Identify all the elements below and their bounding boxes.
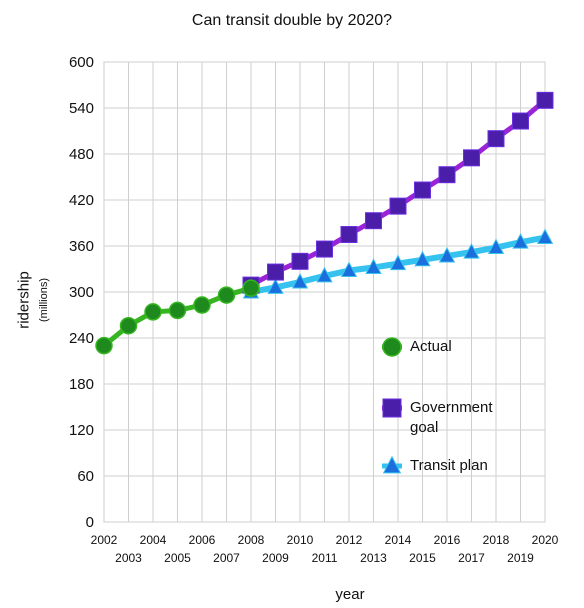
data-point-actual bbox=[217, 286, 236, 304]
data-point-actual bbox=[168, 301, 187, 320]
x-tick-label: 2019 bbox=[507, 551, 534, 565]
data-point-transit-plan bbox=[316, 266, 333, 283]
legend-marker-transit-plan bbox=[382, 455, 402, 474]
data-point-actual bbox=[193, 296, 211, 314]
x-tick-label: 2014 bbox=[385, 533, 412, 547]
legend-marker-government-goal bbox=[382, 398, 402, 418]
y-tick-label: 360 bbox=[69, 238, 94, 255]
y-tick-label: 0 bbox=[86, 514, 94, 531]
x-tick-label: 2004 bbox=[140, 533, 167, 547]
data-point-transit-plan bbox=[438, 246, 456, 263]
data-point-government-goal bbox=[316, 240, 333, 258]
x-tick-label: 2006 bbox=[189, 533, 216, 547]
x-tick-label: 2009 bbox=[262, 551, 289, 565]
data-point-transit-plan bbox=[414, 250, 431, 267]
data-point-government-goal bbox=[438, 166, 456, 184]
x-tick-label: 2011 bbox=[312, 551, 338, 565]
x-tick-label: 2003 bbox=[115, 551, 142, 565]
data-point-actual bbox=[242, 279, 260, 297]
data-point-transit-plan bbox=[487, 238, 505, 255]
data-point-government-goal bbox=[463, 149, 480, 167]
x-tick-label: 2005 bbox=[164, 551, 191, 565]
legend-label-actual: Actual bbox=[410, 338, 452, 355]
x-axis-label: year bbox=[335, 586, 365, 603]
data-point-government-goal bbox=[340, 226, 358, 243]
legend-label-transit: Transit plan bbox=[410, 457, 488, 474]
y-tick-label: 300 bbox=[69, 284, 94, 301]
data-point-transit-plan bbox=[512, 233, 529, 249]
y-tick-label: 60 bbox=[77, 468, 94, 485]
x-tick-label: 2015 bbox=[409, 551, 436, 565]
y-tick-label: 600 bbox=[69, 54, 94, 71]
data-point-actual bbox=[119, 316, 138, 335]
data-point-government-goal bbox=[512, 112, 529, 130]
x-tick-label: 2002 bbox=[91, 533, 118, 547]
data-point-transit-plan bbox=[267, 278, 284, 294]
legend-label-government-1: Government bbox=[410, 399, 493, 416]
data-point-transit-plan bbox=[463, 243, 480, 259]
x-tick-label: 2008 bbox=[238, 533, 265, 547]
data-point-transit-plan bbox=[365, 258, 382, 274]
data-point-government-goal bbox=[267, 263, 284, 281]
data-point-government-goal bbox=[291, 252, 309, 270]
data-point-transit-plan bbox=[340, 261, 358, 278]
legend-label-government-2: goal bbox=[410, 419, 439, 436]
x-tick-label: 2016 bbox=[434, 533, 461, 547]
x-tick-label: 2013 bbox=[360, 551, 387, 565]
y-tick-label: 540 bbox=[69, 100, 94, 117]
y-tick-label: 240 bbox=[69, 330, 94, 347]
legend-marker-actual bbox=[382, 337, 402, 357]
x-tick-label: 2007 bbox=[213, 551, 240, 565]
x-tick-label: 2018 bbox=[483, 533, 510, 547]
y-tick-label: 420 bbox=[69, 192, 94, 209]
data-point-government-goal bbox=[414, 181, 431, 199]
data-point-actual bbox=[144, 303, 162, 321]
data-point-transit-plan bbox=[291, 272, 309, 289]
y-tick-label: 120 bbox=[69, 422, 94, 439]
x-tick-label: 2020 bbox=[532, 533, 559, 547]
chart-title: Can transit double by 2020? bbox=[191, 12, 393, 29]
y-tick-label: 480 bbox=[69, 146, 94, 163]
data-point-transit-plan bbox=[536, 228, 554, 245]
y-tick-label: 180 bbox=[69, 376, 94, 393]
data-point-government-goal bbox=[536, 91, 554, 109]
data-point-transit-plan bbox=[389, 254, 407, 271]
data-point-government-goal bbox=[389, 197, 407, 215]
x-tick-label: 2010 bbox=[287, 533, 314, 547]
data-point-government-goal bbox=[365, 212, 382, 230]
data-point-government-goal bbox=[487, 130, 505, 148]
data-point-actual bbox=[95, 336, 113, 355]
x-tick-label: 2012 bbox=[336, 533, 363, 547]
x-tick-label: 2017 bbox=[458, 551, 485, 565]
